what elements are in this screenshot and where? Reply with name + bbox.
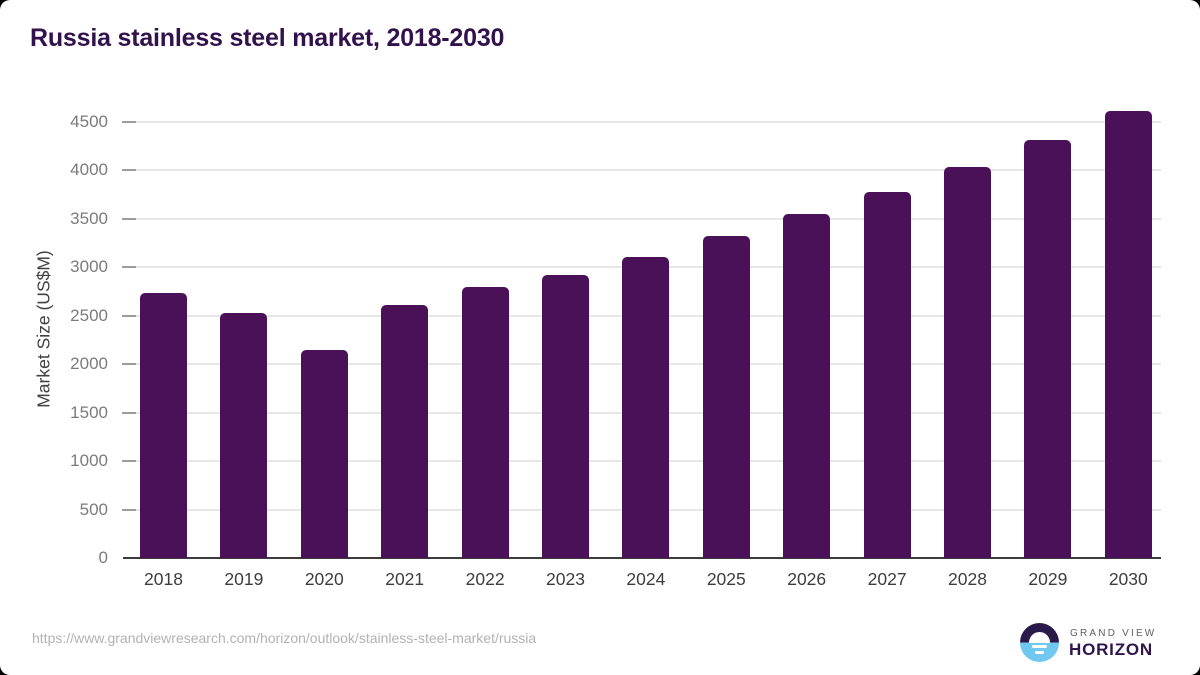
logo-product-text: HORIZON bbox=[1069, 640, 1153, 659]
bar-2022 bbox=[461, 287, 509, 558]
source-url: https://www.grandviewresearch.com/horizo… bbox=[32, 630, 537, 646]
x-tick-label: 2028 bbox=[948, 569, 987, 589]
x-tick-label: 2022 bbox=[465, 569, 505, 589]
y-tick-label: 4000 bbox=[70, 160, 108, 180]
y-tick-mark bbox=[122, 266, 136, 269]
x-tick-label: 2024 bbox=[626, 569, 666, 589]
gridline bbox=[123, 169, 1161, 172]
gridline bbox=[123, 121, 1161, 123]
y-tick-mark bbox=[122, 460, 136, 463]
bar-2027 bbox=[863, 192, 911, 558]
x-tick-label: 2026 bbox=[787, 569, 827, 589]
bar-2030 bbox=[1104, 111, 1152, 558]
x-tick-label: 2020 bbox=[304, 569, 344, 589]
plot-area: 0 500 1000 1500 2000 2500 3000 3500 4000 4500 2018… bbox=[70, 100, 1161, 589]
y-tick-label: 2000 bbox=[70, 354, 108, 374]
y-tick-mark bbox=[122, 169, 136, 172]
x-axis-line bbox=[123, 557, 1161, 559]
bar-2025 bbox=[702, 236, 750, 558]
y-tick-mark bbox=[122, 314, 136, 317]
bar-2026 bbox=[783, 214, 831, 558]
x-tick-label: 2019 bbox=[224, 569, 264, 589]
y-tick-mark bbox=[122, 121, 136, 123]
y-tick-mark bbox=[122, 508, 136, 511]
bar-2018 bbox=[140, 293, 187, 558]
bar-2020 bbox=[300, 350, 348, 558]
bar-2029 bbox=[1024, 140, 1072, 558]
y-tick-mark bbox=[122, 217, 136, 220]
y-tick-mark bbox=[122, 363, 136, 366]
bar-2024 bbox=[622, 257, 670, 558]
x-tick-label: 2025 bbox=[706, 569, 746, 589]
x-tick-label: 2030 bbox=[1108, 569, 1148, 589]
x-tick-label: 2018 bbox=[144, 569, 183, 589]
sunset-over-water-circle-icon bbox=[1020, 623, 1059, 662]
gridline bbox=[123, 217, 1161, 220]
grand-view-horizon-logo: GRAND VIEW HORIZON bbox=[1020, 623, 1170, 663]
y-tick-label: 0 bbox=[98, 548, 108, 567]
y-tick-label: 3000 bbox=[70, 257, 108, 277]
x-tick-label: 2021 bbox=[385, 569, 425, 589]
y-tick-label: 1000 bbox=[70, 451, 108, 471]
y-tick-label: 2500 bbox=[70, 305, 108, 325]
y-axis-title: Market Size (US$M) bbox=[33, 250, 54, 408]
y-tick-label: 4500 bbox=[70, 112, 108, 131]
x-tick-label: 2029 bbox=[1028, 569, 1068, 589]
y-tick-label: 3500 bbox=[70, 208, 108, 228]
logo-brand-text: GRAND VIEW bbox=[1070, 628, 1157, 639]
y-tick-label: 500 bbox=[79, 499, 108, 519]
bar-2019 bbox=[220, 313, 268, 558]
y-tick-label: 1500 bbox=[70, 402, 108, 422]
chart-title: Russia stainless steel market, 2018-2030 bbox=[30, 24, 505, 52]
bar-2021 bbox=[381, 305, 429, 558]
bar-2028 bbox=[944, 167, 991, 558]
y-tick-mark bbox=[122, 411, 136, 414]
x-tick-label: 2027 bbox=[867, 569, 907, 589]
bar-2023 bbox=[542, 275, 589, 558]
x-tick-label: 2023 bbox=[546, 569, 585, 589]
